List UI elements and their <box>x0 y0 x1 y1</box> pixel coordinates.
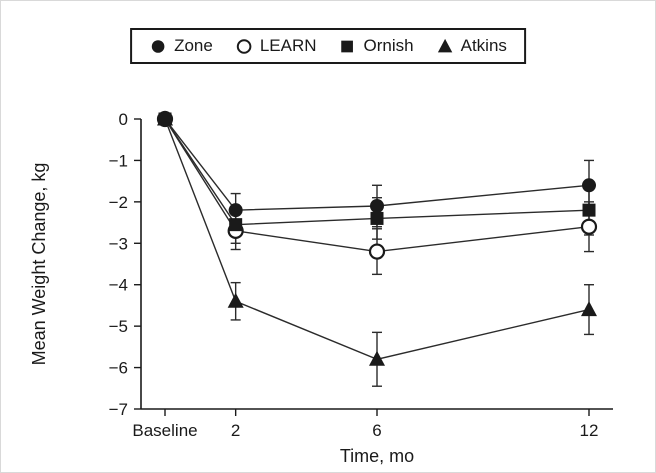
error-bars <box>230 159 594 387</box>
x-tick-label: 6 <box>372 421 381 440</box>
legend-label: Ornish <box>363 36 414 55</box>
series-line-learn <box>164 118 590 253</box>
legend-label: LEARN <box>259 36 317 55</box>
circle-open-marker <box>236 39 252 54</box>
circle-filled-marker <box>151 40 165 53</box>
triangle-filled-marker <box>581 301 597 317</box>
series-markers-zone <box>158 112 596 218</box>
circle-open-marker <box>580 218 598 235</box>
y-tick-label: −3 <box>109 234 128 253</box>
y-tick-label: −4 <box>109 276 128 295</box>
square-filled-marker <box>370 211 384 225</box>
y-tick-label: −2 <box>109 193 128 212</box>
triangle-filled-marker <box>227 292 244 308</box>
series-line-ornish <box>164 118 590 226</box>
x-tick-label: 2 <box>231 421 240 440</box>
circle-filled-marker <box>228 203 243 218</box>
x-tick-label: Baseline <box>132 421 197 440</box>
square-filled-icon <box>341 40 354 53</box>
circle-filled-marker <box>370 199 384 213</box>
square-filled-marker <box>582 203 596 217</box>
circle-open-icon <box>236 39 252 54</box>
legend-item-atkins: Atkins <box>436 36 507 56</box>
square-filled-marker <box>229 218 243 232</box>
legend-item-learn: LEARN <box>235 36 317 56</box>
series-line-atkins <box>164 118 590 361</box>
series-line-zone <box>164 118 590 211</box>
triangle-filled-marker <box>437 38 452 53</box>
y-tick-label: −5 <box>109 317 128 336</box>
y-axis-title: Mean Weight Change, kg <box>29 163 49 366</box>
legend-label: Atkins <box>460 36 507 55</box>
circle-filled-icon <box>151 40 165 53</box>
y-tick-label: 0 <box>119 110 128 129</box>
x-tick-label: 12 <box>580 421 599 440</box>
circle-open-marker <box>368 243 386 260</box>
legend-item-zone: Zone <box>149 36 213 56</box>
series-lines <box>164 118 590 361</box>
triangle-filled-icon <box>437 38 452 53</box>
legend-label: Zone <box>174 36 213 55</box>
square-filled-marker <box>341 40 354 53</box>
y-tick-label: −1 <box>109 151 128 170</box>
y-tick-label: −6 <box>109 359 128 378</box>
triangle-filled-marker <box>369 350 385 366</box>
y-tick-label: −7 <box>109 400 128 419</box>
chart-legend: Zone LEARN Ornish Atkins <box>130 28 526 64</box>
series-markers-atkins <box>157 110 597 366</box>
legend-item-ornish: Ornish <box>339 36 414 56</box>
triangle-filled-marker <box>157 110 173 126</box>
circle-filled-marker <box>582 178 596 193</box>
series-markers <box>156 110 598 366</box>
x-axis-title: Time, mo <box>340 446 414 466</box>
